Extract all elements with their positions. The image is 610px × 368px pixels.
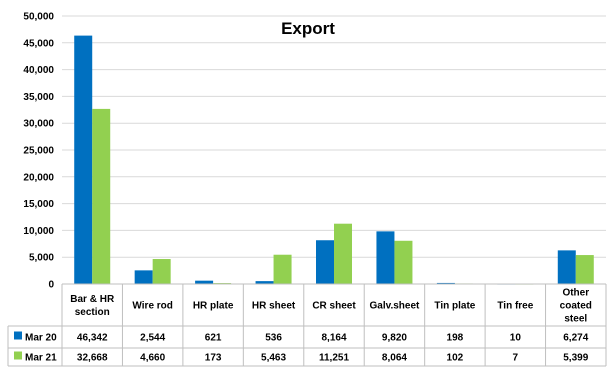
bar-mar-21 bbox=[273, 254, 292, 284]
table-value: 10 bbox=[510, 333, 522, 344]
y-tick-label: 10,000 bbox=[23, 226, 54, 237]
table-value: 621 bbox=[205, 333, 222, 344]
bar-mar-21 bbox=[394, 240, 413, 284]
y-tick-label: 5,000 bbox=[29, 253, 54, 264]
table-value: 11,251 bbox=[319, 353, 349, 364]
chart-title: Export bbox=[281, 19, 335, 38]
bar-mar-20 bbox=[74, 35, 93, 285]
y-tick-label: 40,000 bbox=[23, 65, 54, 76]
table-value: 8,064 bbox=[382, 353, 407, 364]
table-value: 32,668 bbox=[77, 353, 108, 364]
bar-mar-20 bbox=[195, 280, 214, 284]
y-tick-label: 15,000 bbox=[23, 199, 54, 210]
x-category-label: Wire rod bbox=[132, 301, 172, 312]
bar-mar-20 bbox=[557, 250, 576, 284]
table-value: 4,660 bbox=[140, 353, 165, 364]
y-axis-tick-labels: 0 5,000 10,000 15,000 20,000 25,000 30,000 35,0… bbox=[23, 12, 54, 291]
table-value: 5,399 bbox=[563, 353, 588, 364]
table-value: 2,544 bbox=[140, 333, 165, 344]
x-category-label: coated bbox=[560, 301, 592, 312]
bar-mar-21 bbox=[152, 259, 171, 284]
x-category-label: Galv.sheet bbox=[370, 301, 421, 312]
table-value: 9,820 bbox=[382, 333, 407, 344]
gridlines bbox=[62, 15, 606, 285]
legend-series-name: Mar 21 bbox=[25, 353, 57, 364]
legend-swatch bbox=[14, 331, 22, 340]
y-tick-label: 45,000 bbox=[23, 38, 54, 49]
x-category-label: HR plate bbox=[193, 301, 234, 312]
x-category-label: steel bbox=[564, 314, 587, 325]
legend-swatch bbox=[14, 351, 22, 360]
table-value: 46,342 bbox=[77, 333, 108, 344]
bar-mar-20 bbox=[316, 240, 334, 284]
bar-mar-20 bbox=[376, 231, 395, 284]
x-category-label: Tin free bbox=[497, 301, 533, 312]
bar-mar-20 bbox=[255, 281, 274, 284]
bar-mar-21 bbox=[92, 108, 111, 284]
data-table: Bar & HR section Wire rod HR plate HR sheet C… bbox=[7, 284, 607, 367]
x-category-label: CR sheet bbox=[312, 301, 356, 312]
x-category-label: Other bbox=[562, 288, 589, 299]
bars bbox=[62, 35, 606, 285]
y-tick-label: 30,000 bbox=[23, 119, 54, 130]
x-category-label: section bbox=[75, 307, 110, 318]
table-value: 102 bbox=[447, 353, 464, 364]
table-value: 198 bbox=[447, 333, 464, 344]
y-tick-label: 0 bbox=[48, 280, 54, 291]
legend-series-name: Mar 20 bbox=[25, 333, 57, 344]
table-value: 7 bbox=[513, 353, 519, 364]
table-value: 5,463 bbox=[261, 353, 286, 364]
table-value: 173 bbox=[205, 353, 222, 364]
x-category-label: Tin plate bbox=[434, 301, 475, 312]
bar-mar-21 bbox=[334, 223, 352, 284]
y-tick-label: 20,000 bbox=[23, 172, 54, 183]
table-value: 536 bbox=[265, 333, 282, 344]
x-category-label: Bar & HR bbox=[70, 294, 115, 305]
bar-mar-20 bbox=[436, 282, 455, 284]
table-value: 6,274 bbox=[563, 333, 588, 344]
y-tick-label: 50,000 bbox=[23, 12, 54, 23]
y-tick-label: 35,000 bbox=[23, 92, 54, 103]
x-category-label: HR sheet bbox=[252, 301, 296, 312]
table-value: 8,164 bbox=[321, 333, 346, 344]
bar-mar-21 bbox=[575, 255, 594, 284]
bar-mar-20 bbox=[134, 270, 153, 284]
y-tick-label: 25,000 bbox=[23, 146, 54, 157]
